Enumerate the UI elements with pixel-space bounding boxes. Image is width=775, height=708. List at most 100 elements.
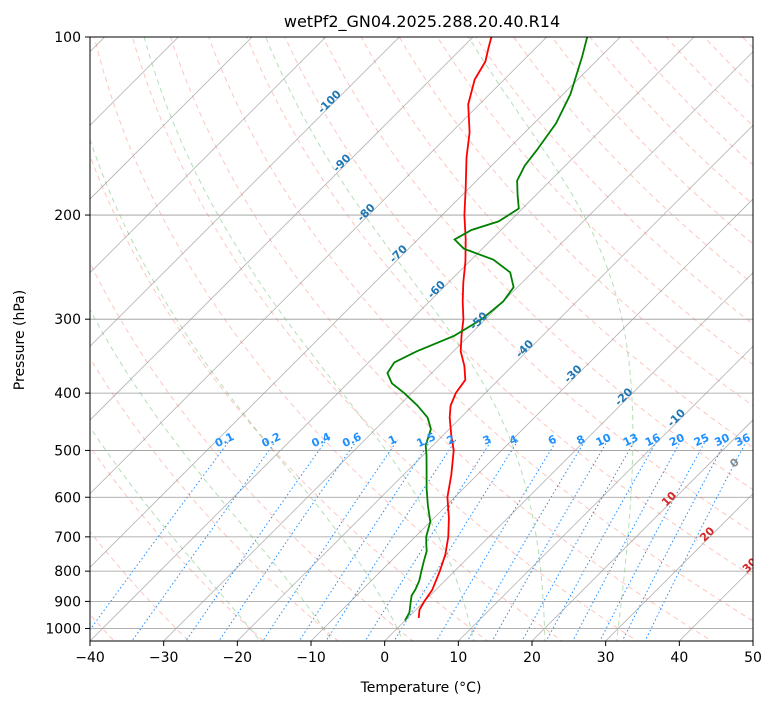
dry-adiabat-line bbox=[90, 154, 489, 641]
x-tick-label: 0 bbox=[380, 650, 389, 666]
dry-adiabat-line bbox=[208, 37, 753, 622]
isotherm-line bbox=[605, 493, 753, 641]
moist-adiabat-line bbox=[90, 426, 261, 641]
sounding-profiles bbox=[386, 37, 589, 622]
isotherm-label: -70 bbox=[387, 242, 410, 265]
mixing-ratio-label: 36 bbox=[733, 431, 753, 449]
dry-adiabat-line bbox=[551, 37, 753, 245]
mixing-ratio-line bbox=[218, 439, 358, 641]
plot-frame bbox=[89, 36, 754, 642]
mixing-ratio-label: 0.2 bbox=[260, 430, 283, 450]
y-tick-label: 400 bbox=[54, 386, 81, 402]
dry-adiabat-line bbox=[169, 37, 713, 641]
isotherm-line bbox=[384, 272, 753, 641]
moist-adiabat-label: 20 bbox=[697, 524, 717, 544]
mixing-ratio-label: 1 bbox=[386, 433, 398, 448]
mixing-ratio-line bbox=[466, 439, 586, 641]
isotherm-label: -100 bbox=[315, 87, 344, 116]
dry-adiabat-line bbox=[246, 37, 753, 577]
y-tick-label: 500 bbox=[54, 443, 81, 459]
dry-adiabat-line bbox=[90, 357, 340, 641]
mixing-ratio-label: 0.4 bbox=[310, 430, 333, 450]
isotherm-label: -20 bbox=[612, 385, 635, 408]
moist-adiabat-line bbox=[265, 37, 546, 641]
x-axis-label: Temperature (°C) bbox=[360, 680, 482, 696]
mixing-ratio-label: 0.6 bbox=[340, 430, 363, 450]
dry-adiabat-line bbox=[436, 37, 753, 366]
mixing-ratio-line bbox=[599, 439, 707, 641]
y-tick-label: 200 bbox=[54, 208, 81, 224]
isotherm-line bbox=[90, 37, 327, 274]
y-tick-label: 1000 bbox=[45, 621, 81, 637]
dry-adiabat-line bbox=[513, 37, 753, 285]
chart-title: wetPf2_GN04.2025.288.20.40.R14 bbox=[284, 12, 560, 32]
x-tick-label: 40 bbox=[670, 650, 688, 666]
mixing-ratio-label: 13 bbox=[621, 431, 640, 449]
x-tick-label: 30 bbox=[597, 650, 615, 666]
x-tick-label: 50 bbox=[744, 650, 762, 666]
line-labels: -100-90-80-70-60-50-40-30-20-100.1 0.2 0.4… bbox=[213, 87, 760, 575]
mixing-ratio-line bbox=[364, 439, 493, 641]
y-tick-label: 300 bbox=[54, 312, 81, 328]
dry-adiabat-line bbox=[768, 24, 775, 653]
isotherm-line bbox=[90, 37, 695, 641]
isotherm-line bbox=[678, 566, 753, 641]
isotherm-line bbox=[90, 37, 474, 421]
mixing-ratio-label: 3 bbox=[481, 433, 493, 448]
dry-adiabat-line bbox=[703, 37, 753, 88]
moist-adiabat-label: 30 bbox=[740, 555, 760, 575]
moist-adiabat-line bbox=[90, 138, 404, 641]
dry-adiabat-line bbox=[131, 37, 638, 641]
mixing-ratio-line bbox=[90, 439, 231, 631]
x-tick-label: 10 bbox=[449, 650, 467, 666]
isotherm-line bbox=[90, 37, 548, 495]
y-axis-label: Pressure (hPa) bbox=[12, 290, 28, 390]
moist-adiabat-line bbox=[467, 37, 634, 641]
x-tick-label: −30 bbox=[149, 650, 179, 666]
mixing-ratio-label: 25 bbox=[692, 431, 711, 449]
grey-label: 0 bbox=[727, 455, 742, 470]
dewpoint-profile-line bbox=[386, 37, 589, 622]
mixing-ratio-line bbox=[545, 439, 658, 641]
background-lines bbox=[90, 24, 775, 653]
isotherm-label: -40 bbox=[513, 337, 536, 360]
mixing-ratio-line bbox=[621, 439, 727, 641]
x-tick-label: −20 bbox=[223, 650, 253, 666]
y-tick-label: 900 bbox=[54, 594, 81, 610]
mixing-ratio-label: 20 bbox=[667, 431, 687, 449]
mixing-ratio-line bbox=[572, 439, 682, 641]
isotherm-line bbox=[90, 37, 621, 568]
mixing-ratio-line bbox=[298, 439, 432, 641]
mixing-ratio-label: 16 bbox=[643, 431, 663, 449]
y-tick-label: 600 bbox=[54, 490, 81, 506]
y-tick-label: 100 bbox=[54, 30, 81, 46]
isotherm-line bbox=[90, 37, 253, 200]
moist-adiabat-label: 10 bbox=[659, 489, 679, 509]
x-tick-label: 20 bbox=[523, 650, 541, 666]
dry-adiabat-line bbox=[589, 37, 753, 205]
x-tick-label: −40 bbox=[75, 650, 105, 666]
mixing-ratio-line bbox=[435, 439, 558, 641]
dry-adiabat-line bbox=[90, 445, 265, 641]
dry-adiabat-line bbox=[360, 37, 753, 449]
dry-adiabat-line bbox=[665, 37, 753, 127]
mixing-ratio-label: 10 bbox=[594, 431, 614, 449]
mixing-ratio-line bbox=[491, 439, 609, 641]
mixing-ratio-line bbox=[131, 439, 278, 641]
isotherm-label: -10 bbox=[665, 406, 688, 429]
dry-adiabat-line bbox=[90, 261, 414, 641]
isotherm-line bbox=[752, 640, 753, 641]
mixing-ratio-line bbox=[325, 439, 457, 641]
isotherm-line bbox=[90, 37, 400, 347]
isotherm-line bbox=[163, 51, 753, 641]
dry-adiabat-line bbox=[93, 37, 564, 641]
isotherm-line bbox=[457, 345, 753, 641]
mixing-ratio-label: 30 bbox=[712, 431, 732, 449]
isotherm-line bbox=[236, 124, 753, 641]
isotherm-line bbox=[310, 198, 753, 641]
mixing-ratio-line bbox=[521, 439, 636, 641]
isotherm-line bbox=[90, 37, 179, 126]
mixing-ratio-label: 0.1 bbox=[213, 430, 236, 450]
axes: −40 −30 −20 −10 0 10 20 30 40 5010009008007006005… bbox=[45, 30, 762, 666]
